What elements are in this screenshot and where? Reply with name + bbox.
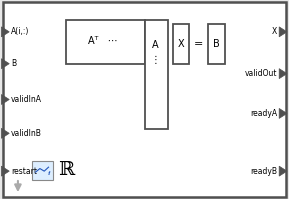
Polygon shape <box>279 27 287 37</box>
Polygon shape <box>279 108 287 118</box>
Bar <box>173 24 189 64</box>
Polygon shape <box>279 166 287 176</box>
Text: restart: restart <box>11 167 37 176</box>
Text: A(i,:): A(i,:) <box>11 27 29 36</box>
Polygon shape <box>1 27 9 37</box>
Text: B: B <box>213 39 220 49</box>
Text: validOut: validOut <box>245 69 277 78</box>
Bar <box>32 161 53 179</box>
Polygon shape <box>1 95 9 104</box>
Text: X: X <box>272 27 277 36</box>
Bar <box>144 20 168 129</box>
Bar <box>66 20 144 64</box>
Polygon shape <box>1 128 9 138</box>
Text: ⋮: ⋮ <box>151 55 160 65</box>
Bar <box>208 24 225 64</box>
Polygon shape <box>279 69 287 79</box>
Text: readyB: readyB <box>251 167 277 176</box>
Text: =: = <box>194 39 203 49</box>
Polygon shape <box>1 166 9 176</box>
Text: validInA: validInA <box>11 95 42 104</box>
Text: X: X <box>178 39 184 49</box>
Text: B: B <box>11 59 16 68</box>
Text: readyA: readyA <box>250 109 277 118</box>
Text: Aᵀ   ⋯: Aᵀ ⋯ <box>88 36 117 46</box>
Text: ℝ: ℝ <box>58 161 74 179</box>
Text: A: A <box>152 40 159 50</box>
Polygon shape <box>1 59 9 69</box>
Text: validInB: validInB <box>11 129 42 138</box>
Text: fi: fi <box>48 171 51 176</box>
